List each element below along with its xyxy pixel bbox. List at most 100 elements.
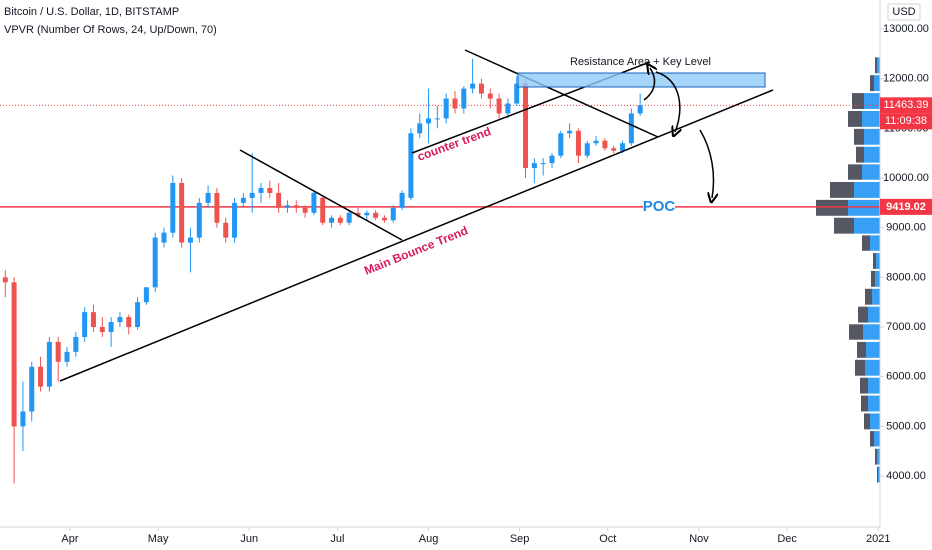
candle-body — [108, 322, 114, 332]
candle-body — [531, 163, 537, 169]
profile-down — [871, 270, 875, 287]
candle-body — [558, 133, 564, 156]
candle-body — [196, 202, 202, 238]
candle-body — [55, 341, 61, 362]
y-tick-label: 9000.00 — [886, 222, 926, 234]
candle-body — [249, 192, 255, 198]
candle-body — [82, 312, 88, 337]
profile-up — [874, 431, 880, 447]
profile-down — [855, 359, 865, 376]
profile-up — [854, 181, 880, 198]
annotation: counter trend — [415, 124, 492, 164]
profile-down — [856, 146, 864, 163]
indicator-title: VPVR (Number Of Rows, 24, Up/Down, 70) — [4, 24, 217, 36]
arrow — [643, 68, 655, 101]
candle-body — [276, 192, 282, 208]
x-tick-label: Apr — [61, 533, 78, 545]
candle-body — [364, 212, 370, 216]
down-trend-line — [239, 149, 403, 241]
profile-up — [872, 288, 880, 305]
candle-body — [452, 98, 458, 109]
candle-body — [320, 197, 326, 223]
candle-body — [240, 197, 246, 203]
candle-body — [408, 133, 414, 198]
profile-up — [876, 253, 880, 269]
y-tick-label: 8000.00 — [886, 271, 926, 283]
profile-up — [862, 164, 880, 180]
countdown: 11:09:38 — [885, 115, 927, 127]
price-box — [880, 198, 932, 215]
profile-down — [858, 306, 868, 323]
profile-down — [834, 217, 854, 234]
profile-up — [864, 128, 880, 145]
candle-body — [602, 140, 608, 149]
candle-body — [434, 118, 440, 120]
profile-down — [873, 253, 876, 269]
candle-body — [373, 212, 379, 218]
profile-down — [870, 431, 874, 447]
y-tick-label: 5000.00 — [886, 420, 926, 432]
x-tick-label: Oct — [599, 533, 616, 545]
candle-body — [311, 192, 317, 213]
y-tick-label: 6000.00 — [886, 371, 926, 383]
candle-body — [478, 83, 484, 94]
drawings — [59, 49, 774, 382]
candle-body — [117, 317, 123, 323]
candle-body — [302, 207, 308, 213]
profile-up — [878, 466, 880, 483]
x-tick-label: Sep — [510, 533, 530, 545]
candle-body — [284, 205, 290, 208]
candle-body — [355, 212, 361, 216]
plot-area — [0, 57, 880, 484]
main-trend-line — [59, 89, 774, 382]
candle-body — [575, 130, 581, 156]
candle-body — [232, 202, 238, 238]
y-tick-label: 13000.00 — [883, 23, 929, 35]
candle-body — [152, 237, 158, 288]
candle-body — [337, 217, 343, 223]
annotation: Resistance Area + Key Level — [570, 56, 711, 68]
candle-body — [549, 155, 555, 164]
price-box — [880, 97, 932, 114]
profile-up — [868, 306, 880, 323]
profile-down — [860, 377, 868, 394]
profile-up — [863, 324, 880, 340]
arrow — [655, 71, 680, 132]
currency: USD — [892, 6, 915, 18]
candle-body — [523, 83, 529, 169]
candle-body — [2, 277, 8, 283]
candle-body — [135, 302, 141, 328]
profile-up — [870, 413, 880, 430]
candle-body — [620, 143, 626, 151]
profile-down — [830, 181, 854, 198]
x-tick-label: Jun — [240, 533, 258, 545]
profile-down — [848, 164, 862, 180]
profile-up — [868, 377, 880, 394]
symbol-title: Bitcoin / U.S. Dollar, 1D, BITSTAMP — [4, 6, 179, 18]
candle-body — [29, 366, 35, 412]
candle-body — [567, 130, 573, 134]
profile-up — [864, 93, 880, 109]
x-tick-label: May — [148, 533, 169, 545]
candle-body — [390, 207, 396, 221]
profile-down — [816, 199, 848, 216]
profile-up — [864, 146, 880, 163]
candle-body — [258, 187, 264, 193]
candle-body — [346, 212, 352, 223]
candle-body — [46, 341, 52, 387]
profile-down — [875, 448, 877, 465]
candle-body — [628, 113, 634, 144]
candle-body — [637, 105, 643, 114]
candle-body — [426, 118, 432, 124]
x-tick-label: Dec — [777, 533, 797, 545]
profile-down — [877, 466, 878, 483]
candle-body — [143, 287, 149, 303]
candle-body — [126, 317, 132, 328]
profile-up — [866, 341, 880, 358]
candle-body — [329, 217, 335, 223]
profile-down — [875, 57, 877, 74]
y-tick-label: 7000.00 — [886, 321, 926, 333]
profile-up — [854, 217, 880, 234]
price-box-label: 11463.39 — [883, 99, 928, 111]
candle-body — [514, 83, 520, 104]
